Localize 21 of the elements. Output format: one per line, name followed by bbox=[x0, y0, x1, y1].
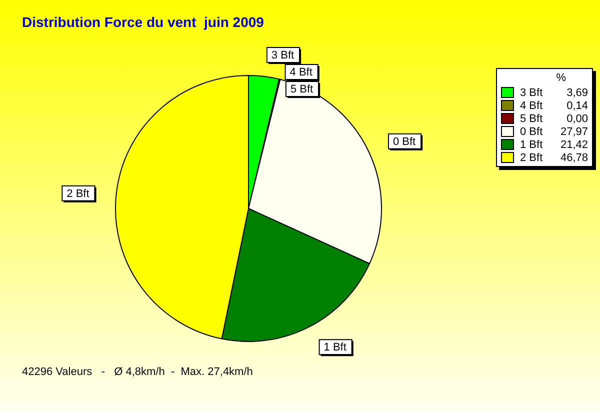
legend-label: 4 Bft bbox=[520, 100, 544, 112]
data-label: 21,42 bbox=[559, 138, 588, 150]
legend-title: % bbox=[555, 72, 567, 84]
slice-label: 4 Bft bbox=[290, 66, 312, 79]
slice-label: 1 Bft bbox=[324, 342, 346, 354]
data-label: 27,97 bbox=[559, 126, 588, 138]
text: 42296 Valeurs - Ø 4,8km/h - Max. 27,4km/h bbox=[22, 366, 253, 378]
slice-label: 2 Bft bbox=[66, 188, 90, 200]
data-label: 46,78 bbox=[559, 152, 588, 164]
slice-label: 3 Bft bbox=[271, 50, 294, 62]
legend-label: 1 Bft bbox=[520, 138, 544, 150]
slice-label: 0 Bft bbox=[392, 136, 416, 148]
text: 0,00 bbox=[566, 112, 588, 124]
chart-title: Distribution Force du vent juin 2009 bbox=[22, 14, 264, 30]
data-label: 0,14 bbox=[566, 100, 588, 112]
legend-label: 0 Bft bbox=[520, 126, 544, 138]
legend-label: 3 Bft bbox=[520, 86, 544, 98]
legend-label: 2 Bft bbox=[520, 152, 544, 164]
legend-label: 5 Bft bbox=[520, 112, 544, 124]
data-label: 3,69 bbox=[566, 86, 588, 98]
category-label: 5 Bft bbox=[290, 84, 314, 96]
